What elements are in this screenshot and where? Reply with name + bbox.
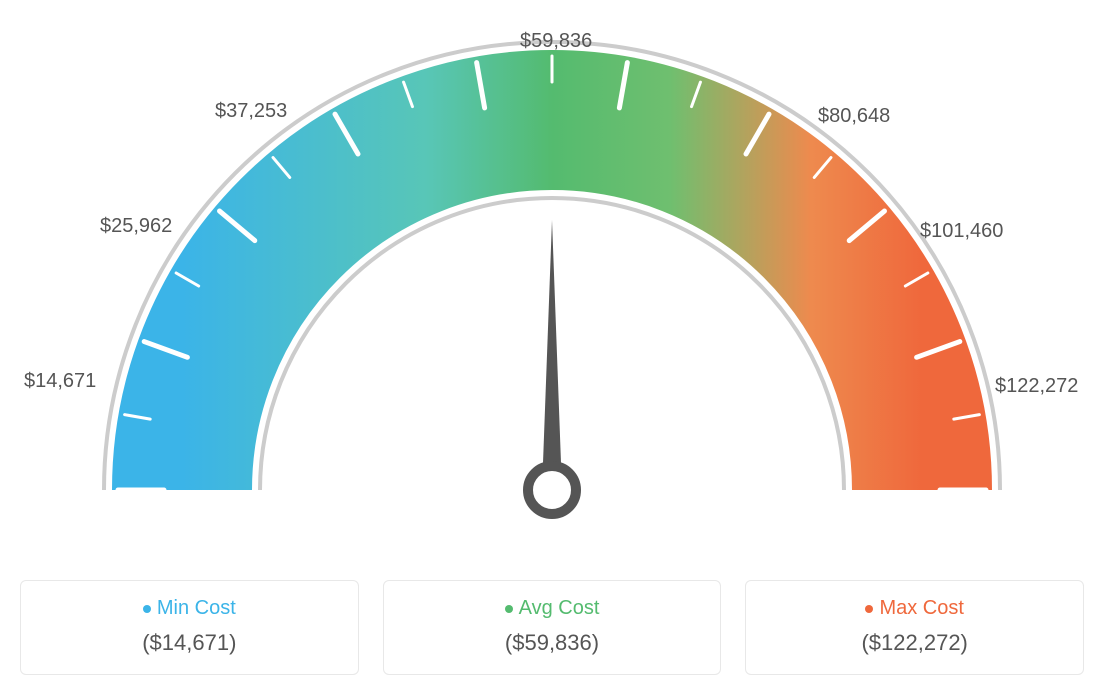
legend-card: Max Cost ($122,272) — [745, 580, 1084, 675]
gauge-area: $14,671 $25,962 $37,253 $59,836 $80,648 $101,… — [20, 20, 1084, 580]
gauge-tick-label: $14,671 — [24, 370, 96, 393]
legend-dot-icon — [143, 605, 151, 613]
legend-title: Max Cost — [746, 597, 1083, 620]
legend-card: Avg Cost ($59,836) — [383, 580, 722, 675]
legend-label: Max Cost — [879, 597, 963, 619]
gauge-tick-label: $37,253 — [215, 100, 287, 123]
legend-label: Avg Cost — [519, 597, 600, 619]
gauge-tick-label: $122,272 — [995, 375, 1078, 398]
gauge-svg — [20, 20, 1084, 580]
legend-value: ($122,272) — [746, 630, 1083, 656]
gauge-tick-label: $80,648 — [818, 105, 890, 128]
legend-card: Min Cost ($14,671) — [20, 580, 359, 675]
legend-value: ($14,671) — [21, 630, 358, 656]
gauge-tick-label: $25,962 — [100, 215, 172, 238]
legend-label: Min Cost — [157, 597, 236, 619]
gauge-tick-label: $101,460 — [920, 220, 1003, 243]
legend-row: Min Cost ($14,671) Avg Cost ($59,836) Max Co… — [20, 580, 1084, 675]
legend-title: Avg Cost — [384, 597, 721, 620]
gauge-tick-label: $59,836 — [520, 30, 592, 53]
legend-value: ($59,836) — [384, 630, 721, 656]
legend-dot-icon — [865, 605, 873, 613]
legend-dot-icon — [505, 605, 513, 613]
cost-gauge-widget: $14,671 $25,962 $37,253 $59,836 $80,648 $101,… — [20, 20, 1084, 675]
legend-title: Min Cost — [21, 597, 358, 620]
